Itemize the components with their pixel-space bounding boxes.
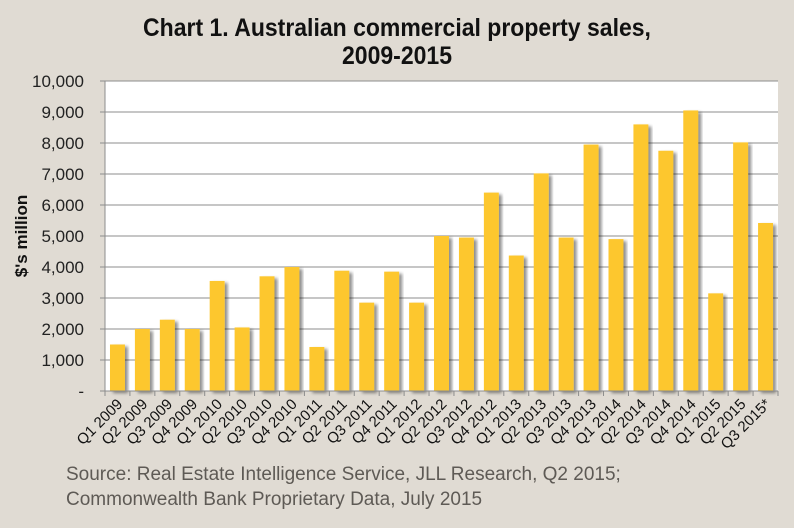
y-tick-label: 2,000: [41, 320, 84, 339]
y-tick-label: 10,000: [32, 72, 84, 91]
y-tick-label: 7,000: [41, 165, 84, 184]
bar: [134, 329, 150, 391]
y-tick-label: 5,000: [41, 227, 84, 246]
bar: [708, 293, 724, 391]
bar: [434, 236, 449, 391]
bar: [284, 267, 300, 391]
bars: [109, 110, 774, 392]
bar: [234, 327, 250, 391]
bar: [159, 319, 175, 391]
bar: [483, 192, 499, 391]
chart-title: Chart 1. Australian commercial property …: [32, 14, 762, 70]
bar: [658, 150, 674, 391]
bar: [608, 239, 624, 391]
bar: [633, 124, 649, 392]
bar: [558, 237, 574, 391]
bar: [508, 255, 524, 391]
y-tick-label: 6,000: [41, 196, 84, 215]
bar: [209, 280, 225, 391]
chart-title-line2: 2009-2015: [342, 42, 452, 70]
bar: [309, 346, 325, 391]
y-tick-label: 4,000: [41, 258, 84, 277]
bar: [109, 344, 125, 391]
bar: [458, 237, 474, 391]
y-tick-label: 9,000: [41, 103, 84, 122]
bar: [758, 222, 774, 391]
bar: [184, 329, 200, 391]
y-tick-labels: - 1,000 2,000 3,000 4,000 5,000 6,000 7,000 8,00…: [32, 72, 84, 401]
y-tick-label: 3,000: [41, 289, 84, 308]
bar: [733, 142, 749, 391]
bar: [384, 271, 400, 391]
bar: [683, 110, 699, 391]
chart-title-line1: Chart 1. Australian commercial property …: [143, 14, 651, 42]
bar: [359, 302, 375, 391]
bar: [259, 276, 275, 391]
y-tick-label: 8,000: [41, 134, 84, 153]
bar: [409, 302, 425, 391]
y-tick-label: 1,000: [41, 351, 84, 370]
source-line2: Commonwealth Bank Proprietary Data, July…: [66, 489, 483, 510]
y-tick-label: -: [78, 382, 84, 401]
source-line1: Source: Real Estate Intelligence Service…: [66, 464, 621, 485]
bar: [334, 270, 350, 391]
source-note: Source: Real Estate Intelligence Service…: [66, 462, 621, 512]
bar: [533, 173, 549, 391]
bar: [583, 144, 599, 391]
axes: [100, 80, 779, 396]
